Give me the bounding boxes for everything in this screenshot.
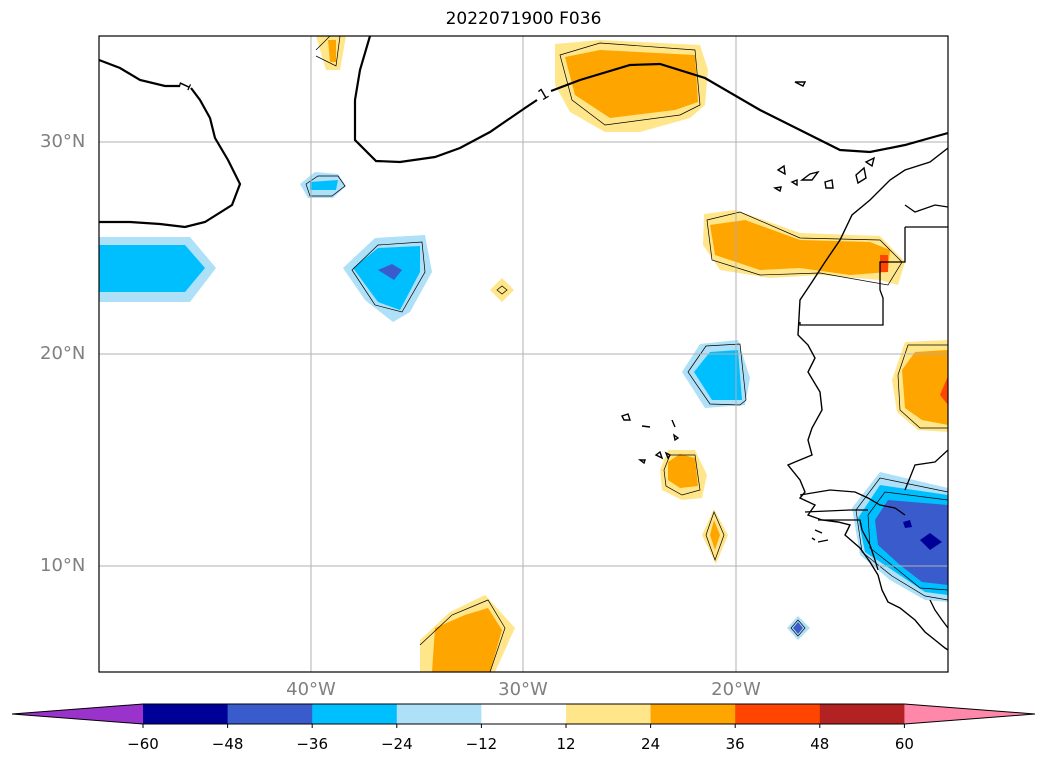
colorbar-tick-label: 24: [641, 735, 661, 753]
contour-line-1: [353, 36, 948, 164]
lat-label-10n: 10°N: [40, 555, 86, 576]
contour-label: 1: [175, 77, 195, 93]
anomaly-region-negative: [875, 500, 948, 585]
colorbar-segment: [566, 704, 652, 724]
colorbar-segment: [650, 704, 736, 724]
colorbar-segment: [227, 704, 313, 724]
anomaly-region-negative: [99, 245, 205, 292]
coastlines: [621, 81, 948, 651]
anomaly-region-negative: [903, 520, 912, 528]
anomaly-fill-strong: [378, 255, 948, 634]
anomaly-region-positive: [328, 40, 336, 62]
colorbar-extend-low: [12, 704, 143, 724]
colorbar-tick-label: −24: [380, 735, 413, 753]
colorbar-tick-label: −36: [296, 735, 329, 753]
anomaly-region-positive: [668, 454, 698, 488]
country-borders: [799, 204, 948, 629]
lat-label-20n: 20°N: [40, 343, 86, 364]
lon-label-20w: 20°W: [711, 679, 761, 700]
colorbar-tick-label: −12: [465, 735, 498, 753]
map-title: 2022071900 F036: [445, 9, 602, 29]
colorbar: [11, 703, 1036, 728]
contour-label: 1: [535, 84, 552, 104]
anomaly-region-positive: [940, 376, 948, 405]
anomaly-region-positive: [902, 350, 948, 425]
anomaly-region-negative: [793, 622, 803, 634]
colorbar-segment: [312, 704, 398, 724]
anomaly-region-positive: [710, 220, 890, 275]
africa-coastline: [786, 147, 948, 651]
anomaly-region-positive: [880, 255, 888, 272]
colorbar-segment: [735, 704, 821, 724]
bijagos-islands: [811, 529, 829, 543]
colorbar-extend-high: [904, 704, 1035, 724]
colorbar-tick-label: −48: [211, 735, 244, 753]
anomaly-region-positive: [432, 608, 502, 672]
anomaly-region-positive: [490, 278, 514, 302]
map-frame: [98, 35, 949, 673]
canary-islands: [773, 156, 876, 193]
anomaly-region-negative: [378, 264, 402, 280]
map-plot-area: 1 1: [99, 36, 948, 672]
anomaly-region-negative: [920, 533, 942, 550]
colorbar-segment: [396, 704, 482, 724]
colorbar-segment: [143, 704, 229, 724]
map-gridlines: [99, 36, 948, 672]
colorbar-tick-label: 36: [725, 735, 745, 753]
colorbar-tick-label: 12: [556, 735, 576, 753]
thick-contour-lines: [99, 36, 948, 229]
colorbar-tick-label: 48: [810, 735, 830, 753]
colorbar-tick-label: −60: [127, 735, 159, 753]
madeira-islands: [794, 81, 807, 87]
anomaly-region-negative: [310, 180, 338, 190]
colorbar-segment: [819, 704, 905, 724]
contour-line-1: [99, 58, 242, 229]
anomaly-region-positive: [710, 520, 720, 550]
colorbar-tick-label: 60: [894, 735, 914, 753]
lat-label-30n: 30°N: [40, 131, 86, 152]
lon-label-40w: 40°W: [286, 679, 336, 700]
cape-verde-islands: [621, 413, 680, 465]
anomaly-region-negative: [694, 350, 742, 400]
anomaly-region-negative: [353, 246, 420, 310]
anomaly-region-positive: [565, 50, 698, 118]
lon-label-30w: 30°W: [498, 679, 548, 700]
colorbar-segment: [481, 704, 567, 724]
